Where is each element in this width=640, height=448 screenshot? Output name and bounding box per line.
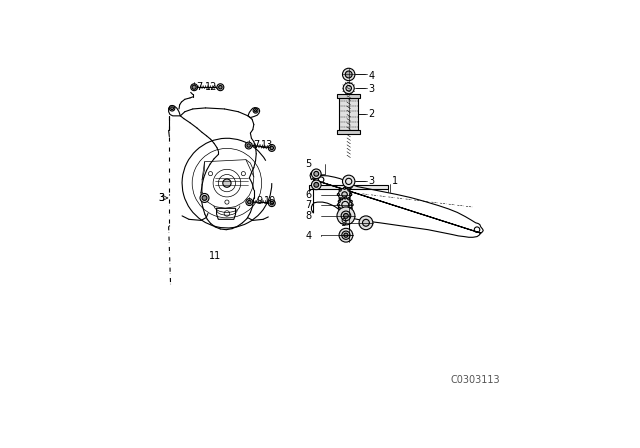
Circle shape <box>200 194 209 202</box>
Circle shape <box>351 204 353 206</box>
Circle shape <box>339 198 352 212</box>
Circle shape <box>342 175 355 188</box>
Circle shape <box>314 172 319 176</box>
Circle shape <box>344 187 346 190</box>
Circle shape <box>268 145 275 151</box>
Text: 3: 3 <box>158 193 164 203</box>
Bar <box>339 98 358 130</box>
Circle shape <box>348 210 349 212</box>
Circle shape <box>170 106 175 111</box>
Text: 1: 1 <box>392 177 398 186</box>
Circle shape <box>344 214 348 218</box>
Text: 4: 4 <box>369 71 374 81</box>
Circle shape <box>343 83 354 94</box>
Circle shape <box>346 86 351 91</box>
Circle shape <box>339 189 341 191</box>
Text: 3: 3 <box>369 84 374 94</box>
Circle shape <box>348 198 350 200</box>
Circle shape <box>348 198 349 200</box>
Circle shape <box>219 86 222 89</box>
Text: 7: 7 <box>305 200 312 210</box>
Circle shape <box>246 198 253 206</box>
Circle shape <box>338 207 340 209</box>
Text: 7: 7 <box>196 82 202 91</box>
Circle shape <box>344 233 348 237</box>
Circle shape <box>339 228 353 242</box>
Text: 9: 9 <box>340 219 346 228</box>
Circle shape <box>192 85 196 89</box>
Circle shape <box>270 202 273 205</box>
Text: 6: 6 <box>305 190 312 199</box>
Circle shape <box>350 200 352 202</box>
Circle shape <box>348 189 350 191</box>
Circle shape <box>345 71 352 78</box>
Circle shape <box>270 146 273 150</box>
Text: 3: 3 <box>158 193 164 203</box>
Circle shape <box>171 107 173 110</box>
Text: 11: 11 <box>209 250 221 261</box>
Circle shape <box>349 194 352 195</box>
Circle shape <box>344 197 346 199</box>
Bar <box>309 185 388 189</box>
Circle shape <box>248 200 251 204</box>
Circle shape <box>253 108 258 113</box>
Text: 4: 4 <box>305 231 312 241</box>
Circle shape <box>359 216 373 230</box>
Text: 10: 10 <box>264 196 276 207</box>
Text: 8: 8 <box>305 211 312 221</box>
Circle shape <box>223 179 231 187</box>
Circle shape <box>362 220 369 226</box>
Text: 3: 3 <box>369 177 374 186</box>
Circle shape <box>340 198 343 200</box>
Circle shape <box>268 200 275 207</box>
Text: 12: 12 <box>205 82 217 91</box>
Circle shape <box>344 211 346 213</box>
Circle shape <box>312 180 321 190</box>
Circle shape <box>314 182 319 187</box>
Circle shape <box>340 210 343 212</box>
Bar <box>337 130 360 134</box>
Circle shape <box>342 68 355 81</box>
Circle shape <box>337 207 355 225</box>
Circle shape <box>191 84 198 90</box>
Circle shape <box>350 207 352 209</box>
Text: 9: 9 <box>256 196 262 207</box>
Text: 13: 13 <box>260 140 273 150</box>
Circle shape <box>339 198 341 200</box>
Circle shape <box>312 169 321 179</box>
Circle shape <box>344 181 353 189</box>
Circle shape <box>342 192 348 197</box>
Circle shape <box>202 195 207 200</box>
Circle shape <box>341 211 351 221</box>
Circle shape <box>339 188 351 201</box>
Circle shape <box>217 84 224 90</box>
Bar <box>337 95 360 98</box>
Text: 2: 2 <box>369 109 374 119</box>
Text: 7: 7 <box>253 140 259 150</box>
Circle shape <box>342 231 350 239</box>
Circle shape <box>338 200 340 202</box>
Text: C0303113: C0303113 <box>451 375 500 385</box>
Circle shape <box>337 204 339 206</box>
Circle shape <box>247 144 250 147</box>
Circle shape <box>255 110 257 112</box>
Text: 5: 5 <box>305 159 312 169</box>
Circle shape <box>245 142 252 149</box>
Circle shape <box>337 194 339 195</box>
Circle shape <box>344 200 346 202</box>
